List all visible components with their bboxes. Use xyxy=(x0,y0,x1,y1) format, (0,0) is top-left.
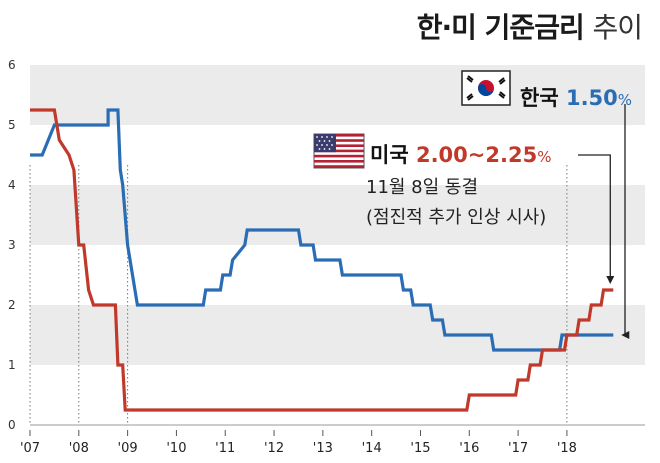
usa-rate-label: 미국 2.00~2.25% xyxy=(370,139,551,169)
y-tick-label: 1 xyxy=(8,358,16,372)
usa-pointer-arrow xyxy=(606,276,615,284)
grid-band xyxy=(30,305,645,365)
chart-title-main: 한·미 기준금리 xyxy=(416,11,585,44)
x-tick-label: '18 xyxy=(557,441,577,456)
usa-rate-value: 2.00~2.25 xyxy=(415,143,538,167)
x-tick-label: '12 xyxy=(264,441,284,456)
y-tick-label: 6 xyxy=(8,58,16,72)
x-tick-label: '07 xyxy=(20,441,40,456)
korea-rate-label: 한국 1.50% xyxy=(520,82,632,112)
y-tick-label: 5 xyxy=(8,118,16,132)
x-tick-label: '15 xyxy=(410,441,430,456)
korea-rate-value: 1.50 xyxy=(565,86,618,110)
korea-pointer-arrow xyxy=(621,331,630,339)
vertical-gridlines xyxy=(29,165,568,425)
usa-name: 미국 xyxy=(370,143,409,167)
grid-band xyxy=(30,65,645,125)
y-axis-ticks: 0 1 2 3 4 5 6 xyxy=(8,58,16,432)
label-pointers xyxy=(578,104,630,339)
series-lines xyxy=(30,108,614,412)
x-axis-ticks: '07 '08 '09 '10 '11 '12 '13 '14 '15 '16 '17 '18 xyxy=(20,430,577,456)
usa-rate-unit: % xyxy=(537,148,552,166)
x-tick-label: '17 xyxy=(508,441,528,456)
x-tick-label: '10 xyxy=(166,441,186,456)
x-tick-label: '08 xyxy=(69,441,89,456)
korea-rate-line xyxy=(30,108,614,352)
usa-note-line1: 11월 8일 동결 xyxy=(366,177,479,198)
korea-name: 한국 xyxy=(520,86,559,110)
x-tick-label: '13 xyxy=(313,441,333,456)
background-bands xyxy=(30,65,645,426)
y-tick-label: 2 xyxy=(8,298,16,312)
y-tick-label: 4 xyxy=(8,178,16,192)
x-tick-label: '14 xyxy=(362,441,382,456)
x-tick-label: '09 xyxy=(118,441,138,456)
usa-rate-line xyxy=(30,108,614,412)
korea-flag-icon xyxy=(461,70,511,106)
x-tick-label: '11 xyxy=(215,441,235,456)
y-tick-label: 0 xyxy=(8,418,16,432)
y-tick-label: 3 xyxy=(8,238,16,252)
usa-note-line2: (점진적 추가 인상 시사) xyxy=(366,207,547,228)
chart-title-sub: 추이 xyxy=(592,11,643,44)
usa-pointer-line xyxy=(578,154,611,278)
chart-title: 한·미 기준금리 추이 xyxy=(416,6,643,46)
x-tick-label: '16 xyxy=(459,441,479,456)
grid-band xyxy=(30,185,645,245)
usa-flag-icon xyxy=(313,133,365,169)
korea-rate-unit: % xyxy=(617,91,633,109)
